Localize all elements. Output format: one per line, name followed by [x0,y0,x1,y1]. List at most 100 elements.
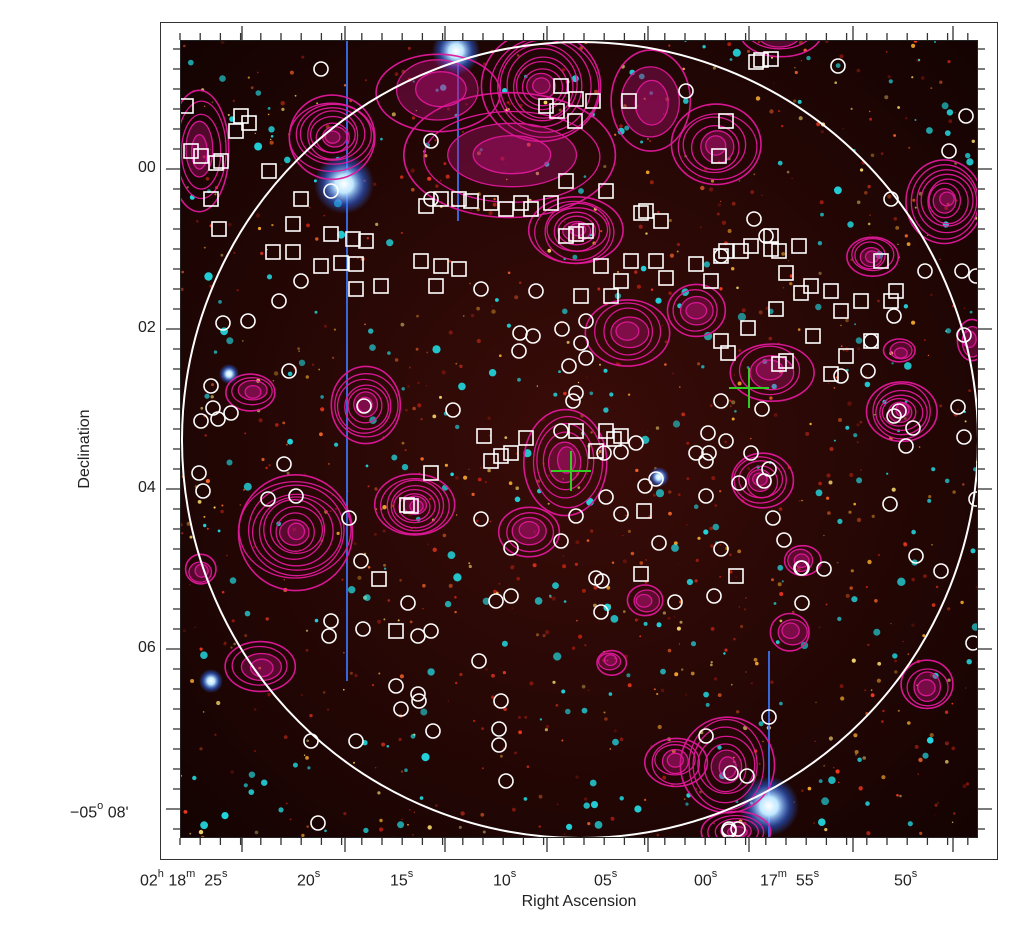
speckle [420,457,424,461]
square-marker [371,571,387,587]
speckle [833,387,836,389]
speckle [399,579,402,582]
speckle [455,514,458,516]
speckle [244,634,248,638]
speckle [460,811,465,816]
circle-marker [723,765,739,781]
speckle [526,765,530,768]
speckle [931,543,933,546]
speckle [685,694,688,696]
speckle [836,561,839,564]
speckle [545,724,550,729]
speckle [194,626,196,628]
circle-marker [491,737,507,753]
cyan-source [818,779,823,783]
speckle [860,469,862,471]
speckle [533,530,537,534]
speckle [815,701,817,704]
circle-marker [323,183,339,199]
circle-marker [323,613,339,629]
speckle [761,194,763,196]
speckle [469,282,471,285]
speckle [343,812,347,816]
speckle [373,532,377,536]
circle-marker [886,408,902,424]
speckle [484,480,487,484]
circle-marker [528,283,544,299]
speckle [581,588,586,593]
speckle [688,776,690,778]
cyan-source [243,482,252,491]
cyan-source [320,395,324,399]
cyan-source [217,529,221,533]
cyan-source [314,310,318,314]
speckle [289,70,294,75]
cyan-source [610,615,619,623]
cyan-source [268,126,275,133]
speckle [922,634,926,638]
circle-marker [503,588,519,604]
y-tick-label-04: 04 [138,479,156,496]
circle-marker [356,398,372,414]
speckle [253,708,257,711]
cyan-source [501,640,508,647]
cyan-source [817,241,823,246]
speckle [801,499,803,502]
speckle [280,163,282,166]
square-marker [543,195,559,211]
cyan-source [847,221,854,228]
speckle [904,234,908,238]
speckle [493,197,496,201]
speckle [656,833,659,837]
speckle [444,463,448,467]
speckle [500,156,505,161]
speckle [305,375,309,379]
cyan-source [933,41,937,44]
cyan-source [732,48,741,57]
cyan-source [218,300,222,304]
speckle [677,563,679,565]
speckle [364,323,366,326]
speckle [294,94,297,97]
circle-marker [593,604,609,620]
square-marker [241,115,257,131]
speckle [613,729,617,733]
speckle [454,595,457,599]
square-marker [333,255,349,271]
speckle [897,709,900,712]
speckle [646,430,649,432]
speckle [798,116,803,121]
speckle [929,733,934,738]
cyan-source [897,577,906,586]
speckle [740,624,744,629]
cyan-source [517,377,521,382]
speckle [856,441,859,444]
speckle [807,786,812,791]
y-tick-label-00: 00 [138,159,156,176]
circle-marker [667,594,683,610]
speckle [778,507,783,511]
speckle [202,711,205,713]
speckle [422,607,424,610]
cyan-source [969,310,973,314]
cyan-source [944,130,951,136]
cyan-source [363,827,369,834]
speckle [394,72,399,76]
speckle [709,404,713,407]
speckle [470,313,475,318]
square-marker [713,248,729,264]
speckle [305,756,309,760]
speckle [468,562,471,565]
square-marker [593,258,609,274]
speckle [662,775,667,780]
speckle [660,688,665,693]
speckle [887,194,892,199]
speckle [951,821,954,824]
speckle [921,76,925,80]
speckle [866,375,868,377]
speckle [842,127,845,130]
speckle [773,413,778,417]
cyan-source [387,351,391,355]
speckle [387,599,391,602]
speckle [882,709,885,713]
